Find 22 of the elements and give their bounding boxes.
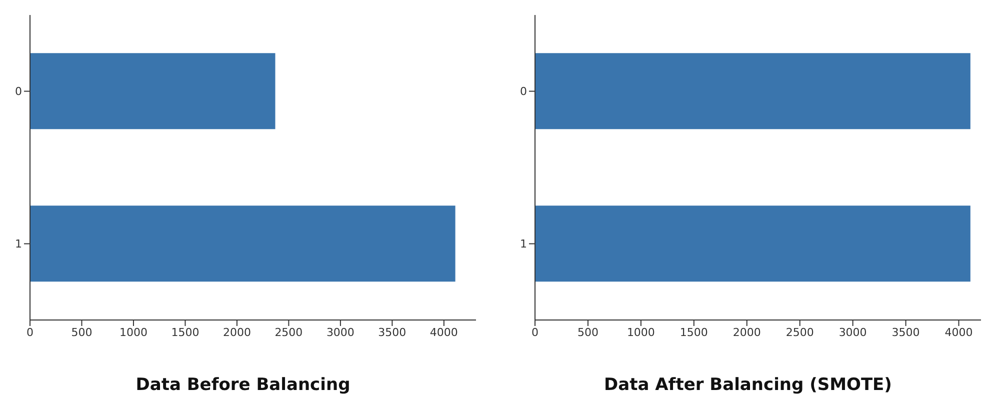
x-tick-label: 4000 bbox=[430, 326, 458, 339]
y-tick-label: 1 bbox=[15, 238, 22, 251]
x-tick-label: 1000 bbox=[626, 326, 655, 339]
x-tick-label: 2000 bbox=[222, 326, 251, 339]
text: Data After Balancing (SMOTE) bbox=[603, 375, 893, 395]
x-tick-label: 2500 bbox=[274, 326, 303, 339]
x-tick-label: 1000 bbox=[119, 326, 148, 339]
x-tick-label: 1500 bbox=[680, 326, 708, 339]
x-tick-label: 3500 bbox=[892, 326, 920, 339]
y-tick-label: 1 bbox=[520, 238, 527, 251]
x-tick-label: 500 bbox=[71, 326, 92, 339]
x-tick-label: 0 bbox=[532, 326, 538, 339]
x-tick-label: 3000 bbox=[838, 326, 867, 339]
x-tick-label: 500 bbox=[577, 326, 598, 339]
x-tick-label: 3500 bbox=[378, 326, 406, 339]
x-tick-label: 0 bbox=[26, 326, 34, 339]
x-tick-label: 2500 bbox=[786, 326, 814, 339]
x-tick-label: 4000 bbox=[944, 326, 973, 339]
text: Data Before Balancing bbox=[134, 375, 352, 395]
x-tick-label: 2000 bbox=[732, 326, 761, 339]
x-tick-label: 1500 bbox=[171, 326, 200, 339]
x-tick-label: 3000 bbox=[326, 326, 354, 339]
